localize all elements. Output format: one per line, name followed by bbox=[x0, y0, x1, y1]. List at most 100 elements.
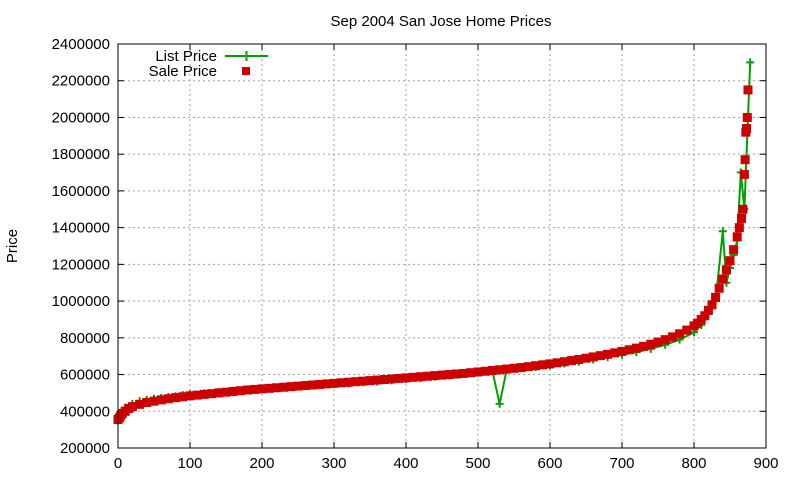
sale-price-point bbox=[700, 311, 710, 321]
sale-price-point bbox=[509, 363, 519, 373]
sale-price-point bbox=[559, 357, 569, 367]
y-tick-label: 400000 bbox=[60, 403, 110, 420]
sale-price-point bbox=[739, 169, 749, 179]
legend-sale-price-label: Sale Price bbox=[149, 63, 217, 80]
list-price-point bbox=[746, 58, 755, 67]
sale-price-point bbox=[149, 396, 159, 406]
sale-price-point bbox=[667, 332, 677, 342]
x-tick-label: 900 bbox=[753, 455, 778, 472]
sale-price-point bbox=[293, 381, 303, 391]
sale-price-point bbox=[721, 265, 731, 275]
sale-price-point bbox=[531, 361, 541, 371]
sale-price-point bbox=[495, 365, 505, 375]
x-tick-label: 700 bbox=[609, 455, 634, 472]
sale-price-point bbox=[646, 339, 656, 349]
sale-price-point bbox=[574, 354, 584, 364]
chart-title: Sep 2004 San Jose Home Prices bbox=[331, 13, 552, 30]
sale-price-point bbox=[595, 351, 605, 361]
sale-price-point bbox=[682, 325, 692, 335]
sale-price-point bbox=[617, 346, 627, 356]
sale-price-point bbox=[729, 245, 739, 255]
sale-price-point bbox=[394, 373, 404, 383]
grid-lines bbox=[118, 44, 766, 448]
sale-price-point bbox=[737, 213, 747, 223]
sale-price-point bbox=[711, 292, 721, 302]
sale-price-point bbox=[250, 384, 260, 394]
sale-price-point bbox=[473, 367, 483, 377]
sale-price-point bbox=[372, 375, 382, 385]
x-tick-labels: 0 100 200 300 400 500 600 700 800 900 bbox=[114, 455, 779, 472]
sale-price-point bbox=[631, 343, 641, 353]
sale-price-point bbox=[127, 402, 137, 412]
sale-price-point bbox=[192, 390, 202, 400]
sale-price-point bbox=[502, 364, 512, 374]
list-price-series bbox=[114, 58, 755, 425]
x-tick-label: 800 bbox=[681, 455, 706, 472]
sale-price-point bbox=[610, 348, 620, 358]
sale-price-point bbox=[603, 349, 613, 359]
sale-price-point bbox=[243, 385, 253, 395]
y-tick-label: 200000 bbox=[60, 440, 110, 457]
sale-price-point bbox=[459, 368, 469, 378]
plot-frame bbox=[117, 43, 767, 449]
x-tick-label: 100 bbox=[177, 455, 202, 472]
sale-price-point bbox=[207, 389, 217, 399]
sale-price-point bbox=[156, 395, 166, 405]
sale-price-point bbox=[163, 394, 173, 404]
sale-price-point bbox=[221, 387, 231, 397]
sale-price-point bbox=[178, 392, 188, 402]
x-tick-label: 400 bbox=[393, 455, 418, 472]
y-tick-label: 2200000 bbox=[52, 73, 110, 90]
y-tick-labels: 200000 400000 600000 800000 1000000 1200000 14… bbox=[52, 36, 110, 457]
sale-price-point bbox=[423, 371, 433, 381]
x-tick-label: 200 bbox=[249, 455, 274, 472]
sale-price-point bbox=[725, 256, 735, 266]
sale-price-point bbox=[718, 274, 728, 284]
sale-price-point bbox=[430, 371, 440, 381]
sale-price-point bbox=[257, 384, 267, 394]
sale-price-point bbox=[322, 379, 332, 389]
sale-price-point bbox=[588, 352, 598, 362]
sale-price-point bbox=[343, 377, 353, 387]
sale-price-point bbox=[707, 300, 717, 310]
sale-price-point bbox=[300, 381, 310, 391]
sale-price-point bbox=[675, 329, 685, 339]
sale-price-point bbox=[365, 376, 375, 386]
list-price-line bbox=[117, 62, 752, 421]
y-tick-label: 600000 bbox=[60, 367, 110, 384]
sale-price-point bbox=[545, 359, 555, 369]
sale-price-point bbox=[408, 372, 418, 382]
x-tick-label: 500 bbox=[465, 455, 490, 472]
y-tick-label: 1800000 bbox=[52, 146, 110, 163]
sale-price-point bbox=[487, 366, 497, 376]
list-price-point bbox=[495, 399, 504, 408]
sale-price-point bbox=[581, 353, 591, 363]
list-price-point bbox=[718, 227, 727, 236]
sale-price-point bbox=[199, 389, 209, 399]
sale-price-point bbox=[732, 232, 742, 242]
sale-price-point bbox=[286, 382, 296, 392]
sale-price-point bbox=[740, 155, 750, 165]
sale-price-point bbox=[653, 337, 663, 347]
x-tick-label: 0 bbox=[114, 455, 122, 472]
x-tick-label: 600 bbox=[537, 455, 562, 472]
sale-price-point bbox=[567, 356, 577, 366]
sale-price-point bbox=[358, 376, 368, 386]
sale-price-point bbox=[743, 85, 753, 95]
sale-price-point bbox=[379, 375, 389, 385]
sale-price-point bbox=[351, 377, 361, 387]
sale-price-point bbox=[480, 366, 490, 376]
sale-price-point bbox=[271, 383, 281, 393]
y-tick-label: 800000 bbox=[60, 330, 110, 347]
y-tick-label: 2000000 bbox=[52, 109, 110, 126]
sale-price-point bbox=[523, 362, 533, 372]
sale-price-point bbox=[451, 369, 461, 379]
sale-price-point bbox=[639, 341, 649, 351]
sale-price-point bbox=[703, 305, 713, 315]
legend-list-price-marker bbox=[241, 51, 252, 61]
sale-price-point bbox=[329, 378, 339, 388]
sale-price-point bbox=[660, 335, 670, 345]
y-tick-label: 1600000 bbox=[52, 183, 110, 200]
y-tick-label: 1000000 bbox=[52, 293, 110, 310]
sale-price-point bbox=[185, 391, 195, 401]
